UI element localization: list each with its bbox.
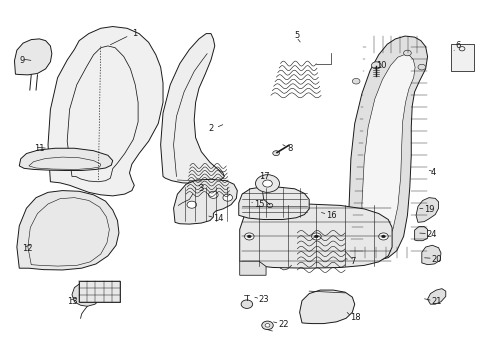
Circle shape xyxy=(244,233,254,240)
Text: 19: 19 xyxy=(424,206,434,215)
Polygon shape xyxy=(239,204,391,268)
Text: 9: 9 xyxy=(19,55,24,64)
Polygon shape xyxy=(173,179,237,224)
Circle shape xyxy=(311,233,321,240)
Polygon shape xyxy=(299,290,354,324)
Polygon shape xyxy=(348,36,427,260)
Text: 21: 21 xyxy=(430,297,441,306)
Circle shape xyxy=(208,191,218,198)
Text: 22: 22 xyxy=(278,320,288,329)
Polygon shape xyxy=(361,55,414,253)
Text: 8: 8 xyxy=(287,144,292,153)
Circle shape xyxy=(223,194,232,201)
Circle shape xyxy=(261,321,273,330)
Circle shape xyxy=(381,235,385,238)
Text: 7: 7 xyxy=(349,257,355,266)
Text: 20: 20 xyxy=(430,255,441,264)
Text: 6: 6 xyxy=(454,41,460,50)
Text: 17: 17 xyxy=(258,172,269,181)
Text: 3: 3 xyxy=(198,184,203,193)
Polygon shape xyxy=(19,148,112,171)
Text: 11: 11 xyxy=(34,144,44,153)
Text: 5: 5 xyxy=(294,31,300,40)
Text: 13: 13 xyxy=(67,297,78,306)
Text: 15: 15 xyxy=(254,200,264,209)
Circle shape xyxy=(417,64,425,70)
Circle shape xyxy=(272,151,279,156)
Polygon shape xyxy=(17,190,119,270)
Text: 10: 10 xyxy=(376,61,386,70)
Text: 2: 2 xyxy=(208,124,213,133)
Circle shape xyxy=(403,50,410,56)
Text: 24: 24 xyxy=(426,230,436,239)
Polygon shape xyxy=(421,245,440,265)
Polygon shape xyxy=(239,261,265,275)
Text: 4: 4 xyxy=(430,168,435,177)
Polygon shape xyxy=(415,198,438,222)
Circle shape xyxy=(350,241,358,246)
Circle shape xyxy=(186,201,196,208)
Text: 16: 16 xyxy=(325,211,336,220)
Text: 12: 12 xyxy=(21,244,32,253)
Circle shape xyxy=(314,235,318,238)
Text: 23: 23 xyxy=(258,296,269,305)
Polygon shape xyxy=(427,289,445,304)
Polygon shape xyxy=(238,187,308,220)
Bar xyxy=(79,280,120,302)
Text: 18: 18 xyxy=(349,313,360,322)
Polygon shape xyxy=(48,27,163,196)
Circle shape xyxy=(351,78,359,84)
Circle shape xyxy=(262,180,272,187)
Circle shape xyxy=(241,300,252,309)
Bar xyxy=(449,44,472,71)
Polygon shape xyxy=(414,226,427,241)
Circle shape xyxy=(264,324,269,327)
Circle shape xyxy=(371,62,380,69)
Circle shape xyxy=(378,233,387,240)
Circle shape xyxy=(247,235,251,238)
Text: 14: 14 xyxy=(213,214,224,223)
Polygon shape xyxy=(160,33,224,184)
Polygon shape xyxy=(15,39,52,75)
Circle shape xyxy=(81,289,93,298)
Circle shape xyxy=(255,175,279,192)
Polygon shape xyxy=(72,282,101,306)
Text: 1: 1 xyxy=(132,29,137,38)
